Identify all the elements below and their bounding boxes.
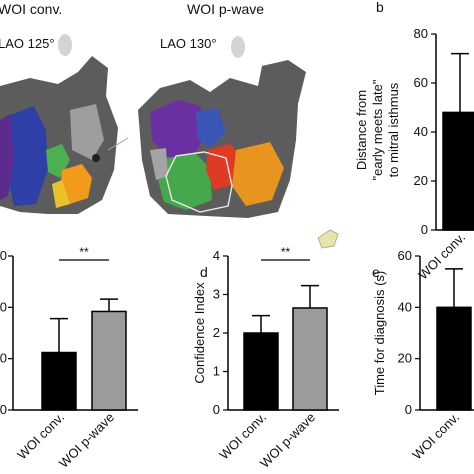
y-tick-label-b: 0 xyxy=(421,222,428,237)
y-tick-label-e: 60 xyxy=(398,248,412,263)
y-tick-label-c: 150 xyxy=(0,248,7,263)
y-tick-label-e: 20 xyxy=(398,351,412,366)
y-tick-label-c: 0 xyxy=(0,402,7,417)
panel-letter-e: e xyxy=(372,264,380,280)
panel-letter-b: b xyxy=(376,0,384,15)
category-label-e-0: WOI conv. xyxy=(409,410,462,463)
y-tick-label-b: 60 xyxy=(414,75,428,90)
significance-label-c: ** xyxy=(79,245,89,259)
significance-label-d: ** xyxy=(281,245,291,259)
catheter-marker xyxy=(92,154,100,162)
activation-orange-region xyxy=(60,164,92,204)
y-axis-label-b: Distance from xyxy=(354,90,369,170)
category-label-c-0: WOI conv. xyxy=(14,410,67,463)
y-axis-label-b: "early meets late" xyxy=(370,79,385,180)
activation-grey-region xyxy=(150,148,168,180)
activation-map-left xyxy=(0,56,129,214)
bar-d-1 xyxy=(292,307,328,411)
activation-grey-region xyxy=(70,104,104,160)
activation-purple-region xyxy=(0,114,14,200)
y-tick-label-d: 0 xyxy=(213,402,220,417)
y-tick-label-b: 80 xyxy=(414,26,428,41)
activation-orange-region xyxy=(232,142,284,206)
bar-c-0 xyxy=(41,351,77,411)
activation-yellow-region xyxy=(52,180,70,208)
map-left-title: WOI conv. xyxy=(0,1,63,17)
panel-letter-d: d xyxy=(200,264,208,280)
y-tick-label-d: 2 xyxy=(213,325,220,340)
map-right-view-label: LAO 130° xyxy=(160,36,217,51)
y-tick-label-d: 3 xyxy=(213,287,220,302)
y-tick-label-c: 100 xyxy=(0,299,7,314)
activation-purple-region xyxy=(150,100,206,158)
y-tick-label-d: 1 xyxy=(213,364,220,379)
bar-e-0 xyxy=(436,306,472,411)
y-tick-label-c: 50 xyxy=(0,351,7,366)
activation-map-right xyxy=(138,60,306,218)
y-tick-label-d: 4 xyxy=(213,248,220,263)
orientation-head-icon xyxy=(231,36,245,58)
orientation-head-icon xyxy=(58,34,72,56)
catheter-line xyxy=(107,137,129,151)
y-axis-label-b: to mitral isthmus xyxy=(386,82,401,177)
activation-blue-region xyxy=(196,108,226,148)
y-axis-label-d: Confidence Index xyxy=(192,282,207,384)
y-tick-label-e: 0 xyxy=(405,402,412,417)
category-label-d-0: WOI conv. xyxy=(216,410,269,463)
map-left-view-label: LAO 125° xyxy=(0,36,55,51)
bar-c-1 xyxy=(91,310,127,411)
y-axis-label-e: Time for diagnosis (s) xyxy=(372,271,387,396)
category-label-b-0: WOI conv. xyxy=(415,230,468,283)
y-tick-label-e: 40 xyxy=(398,299,412,314)
bar-d-0 xyxy=(243,332,279,411)
activation-blue-region xyxy=(6,106,48,206)
y-tick-label-b: 20 xyxy=(414,173,428,188)
earliest-activation-outline xyxy=(165,151,233,213)
y-tick-label-b: 40 xyxy=(414,124,428,139)
bar-b-0 xyxy=(442,111,474,231)
orientation-torso-icon xyxy=(317,229,339,249)
map-right-title: WOI p-wave xyxy=(187,1,265,17)
